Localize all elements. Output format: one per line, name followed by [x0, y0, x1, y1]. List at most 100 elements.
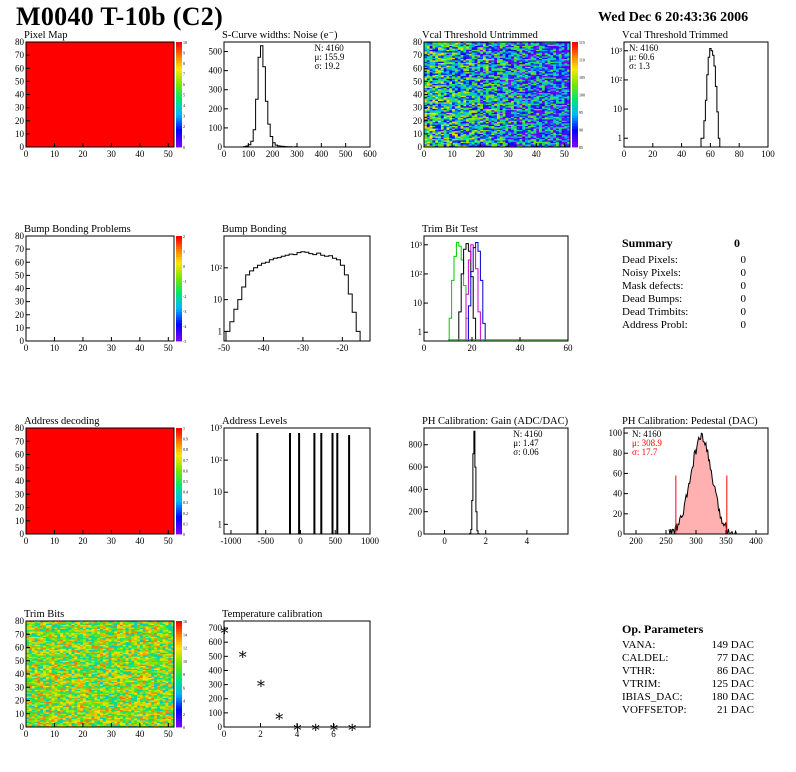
colorbar-segment	[176, 268, 182, 271]
y-tick-label: 10³	[210, 423, 222, 433]
colorbar-tick-label: 0.5	[183, 479, 188, 484]
colorbar-segment	[176, 500, 182, 503]
histogram-peak	[320, 433, 322, 534]
colorbar-segment	[176, 518, 182, 521]
colorbar-segment	[572, 123, 578, 126]
colorbar-segment	[176, 260, 182, 263]
y-tick-label: 30	[413, 103, 423, 113]
colorbar-tick-label: 7	[183, 72, 185, 77]
colorbar-tick-label: 0.1	[183, 521, 188, 526]
colorbar-tick-label: 1	[183, 135, 185, 140]
y-tick-label: 1	[218, 326, 223, 336]
y-tick-label: 0	[418, 142, 423, 152]
colorbar-segment	[176, 302, 182, 305]
x-tick-label: 300	[689, 536, 703, 546]
x-tick-label: -1000	[220, 536, 241, 546]
panel-address-levels: Address Levels-1000 -500 0 500 100011010²10³	[210, 416, 379, 546]
y-tick-label: 20	[613, 509, 623, 519]
chart-title: Trim Bits	[24, 609, 64, 620]
colorbar-tick-label: 0.3	[183, 500, 188, 505]
colorbar-segment	[572, 113, 578, 116]
y-tick-label: 70	[15, 244, 25, 254]
colorbar-segment	[176, 92, 182, 95]
x-tick-label: 500	[328, 536, 342, 546]
colorbar-segment	[176, 97, 182, 100]
y-tick-label: 500	[209, 47, 223, 57]
x-tick-label: -500	[257, 536, 274, 546]
colorbar-segment	[176, 510, 182, 513]
histogram-peak	[313, 433, 315, 534]
colorbar-tick-label: 0.9	[183, 437, 188, 442]
colorbar-segment	[176, 494, 182, 497]
y-tick-label: 40	[613, 489, 623, 499]
colorbar-segment	[176, 81, 182, 84]
x-tick-label: 20	[78, 343, 88, 353]
x-tick-label: -50	[218, 343, 230, 353]
x-tick-label: 20	[78, 536, 88, 546]
y-tick-label: 10²	[410, 269, 422, 279]
colorbar-segment	[572, 63, 578, 66]
y-tick-label: 300	[209, 85, 223, 95]
histogram-peak	[332, 433, 334, 534]
colorbar-segment	[176, 236, 182, 239]
colorbar-segment	[176, 478, 182, 481]
colorbar-segment	[572, 89, 578, 92]
chart-title: Pixel Map	[24, 30, 67, 41]
y-tick-label: 20	[15, 310, 25, 320]
colorbar-segment	[572, 121, 578, 124]
colorbar-segment	[572, 87, 578, 90]
colorbar-segment	[572, 58, 578, 61]
colorbar-segment	[176, 55, 182, 58]
histogram-peak	[256, 433, 258, 534]
y-tick-label: 40	[15, 476, 25, 486]
colorbar-segment	[176, 460, 182, 463]
colorbar-segment	[176, 462, 182, 465]
colorbar-tick-label: 110	[579, 58, 585, 63]
panel-bump-problems: Bump Bonding Problems210-1-2-3-4-50 10 20 3…	[15, 224, 186, 353]
colorbar-segment	[176, 58, 182, 61]
colorbar-segment	[572, 53, 578, 56]
y-tick-label: 0	[20, 142, 25, 152]
chart-title: Bump Bonding Problems	[24, 224, 131, 235]
colorbar-segment	[176, 336, 182, 339]
colorbar-segment	[176, 317, 182, 320]
colorbar-segment	[176, 492, 182, 495]
y-tick-label: 80	[413, 37, 423, 47]
y-tick-label: 80	[613, 448, 623, 458]
x-tick-label: 0	[24, 149, 29, 159]
plot-frame	[424, 428, 568, 534]
x-tick-label: 50	[164, 149, 174, 159]
y-tick-label: 100	[209, 123, 223, 133]
panel-ph-pedestal: PH Calibration: Pedestal (DAC)200 250 300 3…	[609, 416, 769, 546]
colorbar-segment	[572, 50, 578, 53]
colorbar-segment	[176, 137, 182, 140]
x-tick-label: 10	[50, 343, 60, 353]
colorbar-segment	[176, 139, 182, 142]
colorbar-segment	[176, 74, 182, 77]
colorbar-tick-label: 115	[579, 40, 585, 45]
colorbar-segment	[176, 294, 182, 297]
plot-frame	[424, 236, 568, 341]
colorbar-segment	[176, 325, 182, 328]
colorbar-tick-label: 6	[183, 82, 185, 87]
colorbar-segment	[176, 470, 182, 473]
x-tick-label: 10	[448, 149, 458, 159]
y-tick-label: 30	[15, 489, 25, 499]
colorbar-tick-label: 0	[183, 264, 185, 269]
colorbar-segment	[176, 283, 182, 286]
x-tick-label: 4	[525, 536, 530, 546]
colorbar-segment	[176, 286, 182, 289]
x-tick-label: 100	[242, 149, 256, 159]
colorbar-segment	[176, 433, 182, 436]
x-tick-label: 10	[50, 536, 60, 546]
colorbar-segment	[176, 129, 182, 132]
colorbar-segment	[572, 137, 578, 140]
colorbar-segment	[572, 144, 578, 147]
colorbar-segment	[176, 275, 182, 278]
x-tick-label: 250	[659, 536, 673, 546]
colorbar-segment	[176, 144, 182, 147]
y-tick-label: 1	[618, 133, 623, 143]
colorbar-segment	[176, 526, 182, 529]
x-tick-label: 30	[107, 536, 117, 546]
colorbar-segment	[176, 486, 182, 489]
